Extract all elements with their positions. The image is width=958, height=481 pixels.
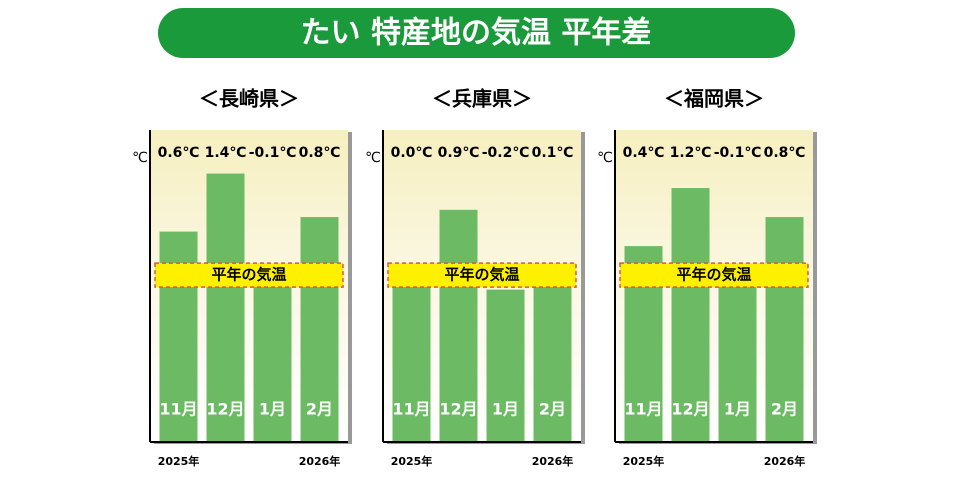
- month-label: 11月: [392, 400, 430, 419]
- value-label: 0.8℃: [764, 145, 806, 161]
- year-label: 2025年: [623, 454, 665, 468]
- bar: [718, 282, 757, 442]
- bar: [765, 217, 804, 442]
- bar: [253, 282, 292, 442]
- month-label: 2月: [771, 400, 798, 419]
- value-label: 0.8℃: [299, 145, 341, 161]
- unit-label: ℃: [597, 150, 613, 166]
- value-label: 0.4℃: [623, 145, 665, 161]
- bar: [300, 217, 339, 442]
- year-label: 2026年: [532, 454, 574, 468]
- title-pill: [158, 8, 795, 58]
- baseline-label: 平年の気温: [444, 266, 519, 284]
- unit-label: ℃: [365, 150, 381, 166]
- value-label: 1.4℃: [205, 145, 247, 161]
- bar: [439, 209, 478, 442]
- baseline-band: [619, 262, 809, 288]
- baseline-band: [387, 262, 577, 288]
- month-label: 12月: [439, 400, 477, 419]
- month-label: 1月: [259, 400, 286, 419]
- baseline-band: [154, 262, 344, 288]
- year-label: 2026年: [764, 454, 806, 468]
- value-label: 0.9℃: [438, 145, 480, 161]
- value-label: -0.1℃: [714, 145, 762, 161]
- baseline-label: 平年の気温: [211, 266, 286, 284]
- value-label: -0.1℃: [249, 145, 297, 161]
- month-label: 12月: [671, 400, 709, 419]
- month-label: 11月: [159, 400, 197, 419]
- bar: [671, 188, 710, 442]
- baseline-label: 平年の気温: [676, 266, 751, 284]
- month-label: 11月: [624, 400, 662, 419]
- month-label: 2月: [539, 400, 566, 419]
- unit-label: ℃: [132, 150, 148, 166]
- month-label: 2月: [306, 400, 333, 419]
- panel-title: ＜福岡県＞: [664, 87, 764, 111]
- value-label: -0.2℃: [482, 145, 530, 161]
- year-label: 2026年: [299, 454, 341, 468]
- value-label: 0.1℃: [532, 145, 574, 161]
- month-label: 1月: [724, 400, 751, 419]
- value-label: 0.6℃: [158, 145, 200, 161]
- bar: [392, 275, 431, 442]
- bar: [533, 267, 572, 442]
- main-title: たい 特産地の気温 平年差: [301, 16, 652, 51]
- value-label: 1.2℃: [670, 145, 712, 161]
- bar: [486, 289, 525, 442]
- value-label: 0.0℃: [391, 145, 433, 161]
- month-label: 12月: [206, 400, 244, 419]
- bar: [206, 173, 245, 442]
- panel-title: ＜兵庫県＞: [432, 87, 532, 111]
- year-label: 2025年: [158, 454, 200, 468]
- month-label: 1月: [492, 400, 519, 419]
- panel-title: ＜長崎県＞: [199, 87, 299, 111]
- year-label: 2025年: [391, 454, 433, 468]
